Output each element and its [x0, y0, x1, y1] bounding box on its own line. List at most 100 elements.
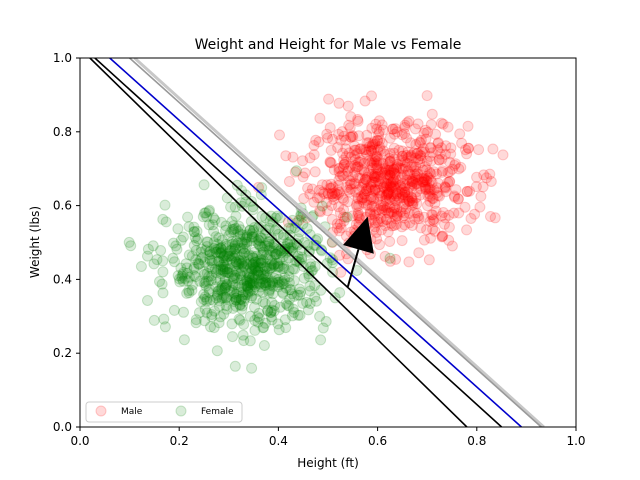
- female-point: [193, 307, 205, 319]
- male-point: [329, 187, 341, 199]
- male-point: [398, 182, 410, 194]
- male-point: [403, 256, 415, 268]
- male-point: [449, 159, 461, 171]
- female-point: [208, 212, 219, 224]
- female-point: [264, 242, 275, 254]
- male-point: [348, 178, 360, 189]
- male-point: [385, 191, 397, 203]
- female-point: [226, 270, 238, 282]
- female-point: [229, 201, 241, 213]
- male-point: [355, 155, 367, 166]
- female-point: [305, 258, 316, 270]
- female-point: [203, 287, 215, 298]
- male-point: [363, 145, 375, 157]
- female-point: [217, 252, 229, 264]
- male-point: [393, 192, 405, 204]
- male-point: [379, 166, 391, 178]
- male-point: [396, 187, 408, 199]
- male-point: [370, 151, 382, 162]
- male-point: [432, 144, 444, 156]
- male-point: [388, 147, 400, 159]
- female-point: [265, 279, 277, 291]
- female-point: [209, 263, 221, 275]
- female-point: [257, 244, 269, 256]
- female-point: [228, 290, 240, 302]
- male-point: [338, 215, 350, 227]
- female-point: [257, 273, 269, 285]
- male-point: [394, 186, 406, 198]
- female-point: [246, 290, 258, 302]
- female-point: [213, 255, 225, 267]
- female-point: [236, 303, 248, 315]
- male-point: [370, 176, 382, 188]
- male-point: [361, 171, 373, 183]
- female-point: [188, 270, 200, 281]
- male-point: [397, 163, 409, 175]
- legend-label-male: Male: [121, 407, 143, 417]
- male-point: [372, 213, 384, 225]
- female-point: [242, 282, 254, 294]
- male-point: [333, 179, 344, 191]
- female-point: [188, 226, 200, 238]
- male-point: [357, 192, 369, 204]
- male-point: [371, 123, 383, 135]
- male-point: [386, 220, 398, 232]
- male-point: [368, 172, 380, 184]
- male-point: [396, 184, 408, 196]
- male-point: [444, 175, 456, 187]
- male-point: [384, 155, 396, 167]
- male-point: [372, 184, 384, 196]
- female-point: [262, 253, 274, 265]
- male-point: [379, 250, 391, 262]
- female-point: [170, 240, 182, 252]
- male-point: [424, 185, 436, 196]
- female-point: [246, 259, 258, 271]
- male-point: [324, 122, 336, 134]
- male-point: [401, 157, 413, 169]
- female-point: [292, 289, 303, 301]
- male-point: [385, 164, 397, 175]
- male-point: [388, 202, 400, 214]
- male-point: [369, 136, 381, 147]
- male-point: [382, 188, 394, 200]
- female-point: [264, 244, 275, 256]
- female-point: [148, 258, 160, 270]
- male-point: [338, 204, 350, 216]
- male-point: [429, 197, 441, 209]
- female-point: [227, 277, 239, 289]
- male-point: [360, 183, 372, 195]
- female-point: [227, 243, 239, 255]
- legend: Male Female: [85, 401, 243, 423]
- female-point: [293, 254, 305, 266]
- female-point: [246, 228, 258, 240]
- arrow-head: [343, 216, 374, 254]
- female-point: [190, 245, 202, 256]
- female-point: [267, 277, 279, 289]
- female-point: [258, 270, 270, 282]
- female-point: [215, 242, 227, 254]
- male-point: [358, 197, 370, 209]
- female-point: [247, 258, 259, 270]
- female-point: [151, 254, 163, 266]
- female-point: [232, 225, 244, 237]
- female-point: [203, 219, 215, 231]
- female-point: [252, 265, 264, 277]
- female-point: [301, 296, 313, 308]
- female-point: [228, 287, 240, 299]
- female-point: [211, 246, 223, 258]
- female-point: [248, 258, 260, 269]
- male-point: [314, 205, 326, 217]
- male-point: [337, 161, 349, 173]
- female-point: [226, 255, 238, 267]
- male-point: [388, 180, 399, 192]
- female-point: [135, 261, 147, 272]
- male-point: [407, 175, 418, 187]
- female-point: [236, 282, 248, 294]
- male-point: [400, 203, 412, 215]
- male-point: [436, 210, 448, 222]
- female-point: [205, 321, 216, 333]
- male-point: [428, 216, 440, 227]
- male-point: [333, 97, 345, 109]
- male-point: [297, 155, 309, 167]
- male-point: [478, 169, 490, 181]
